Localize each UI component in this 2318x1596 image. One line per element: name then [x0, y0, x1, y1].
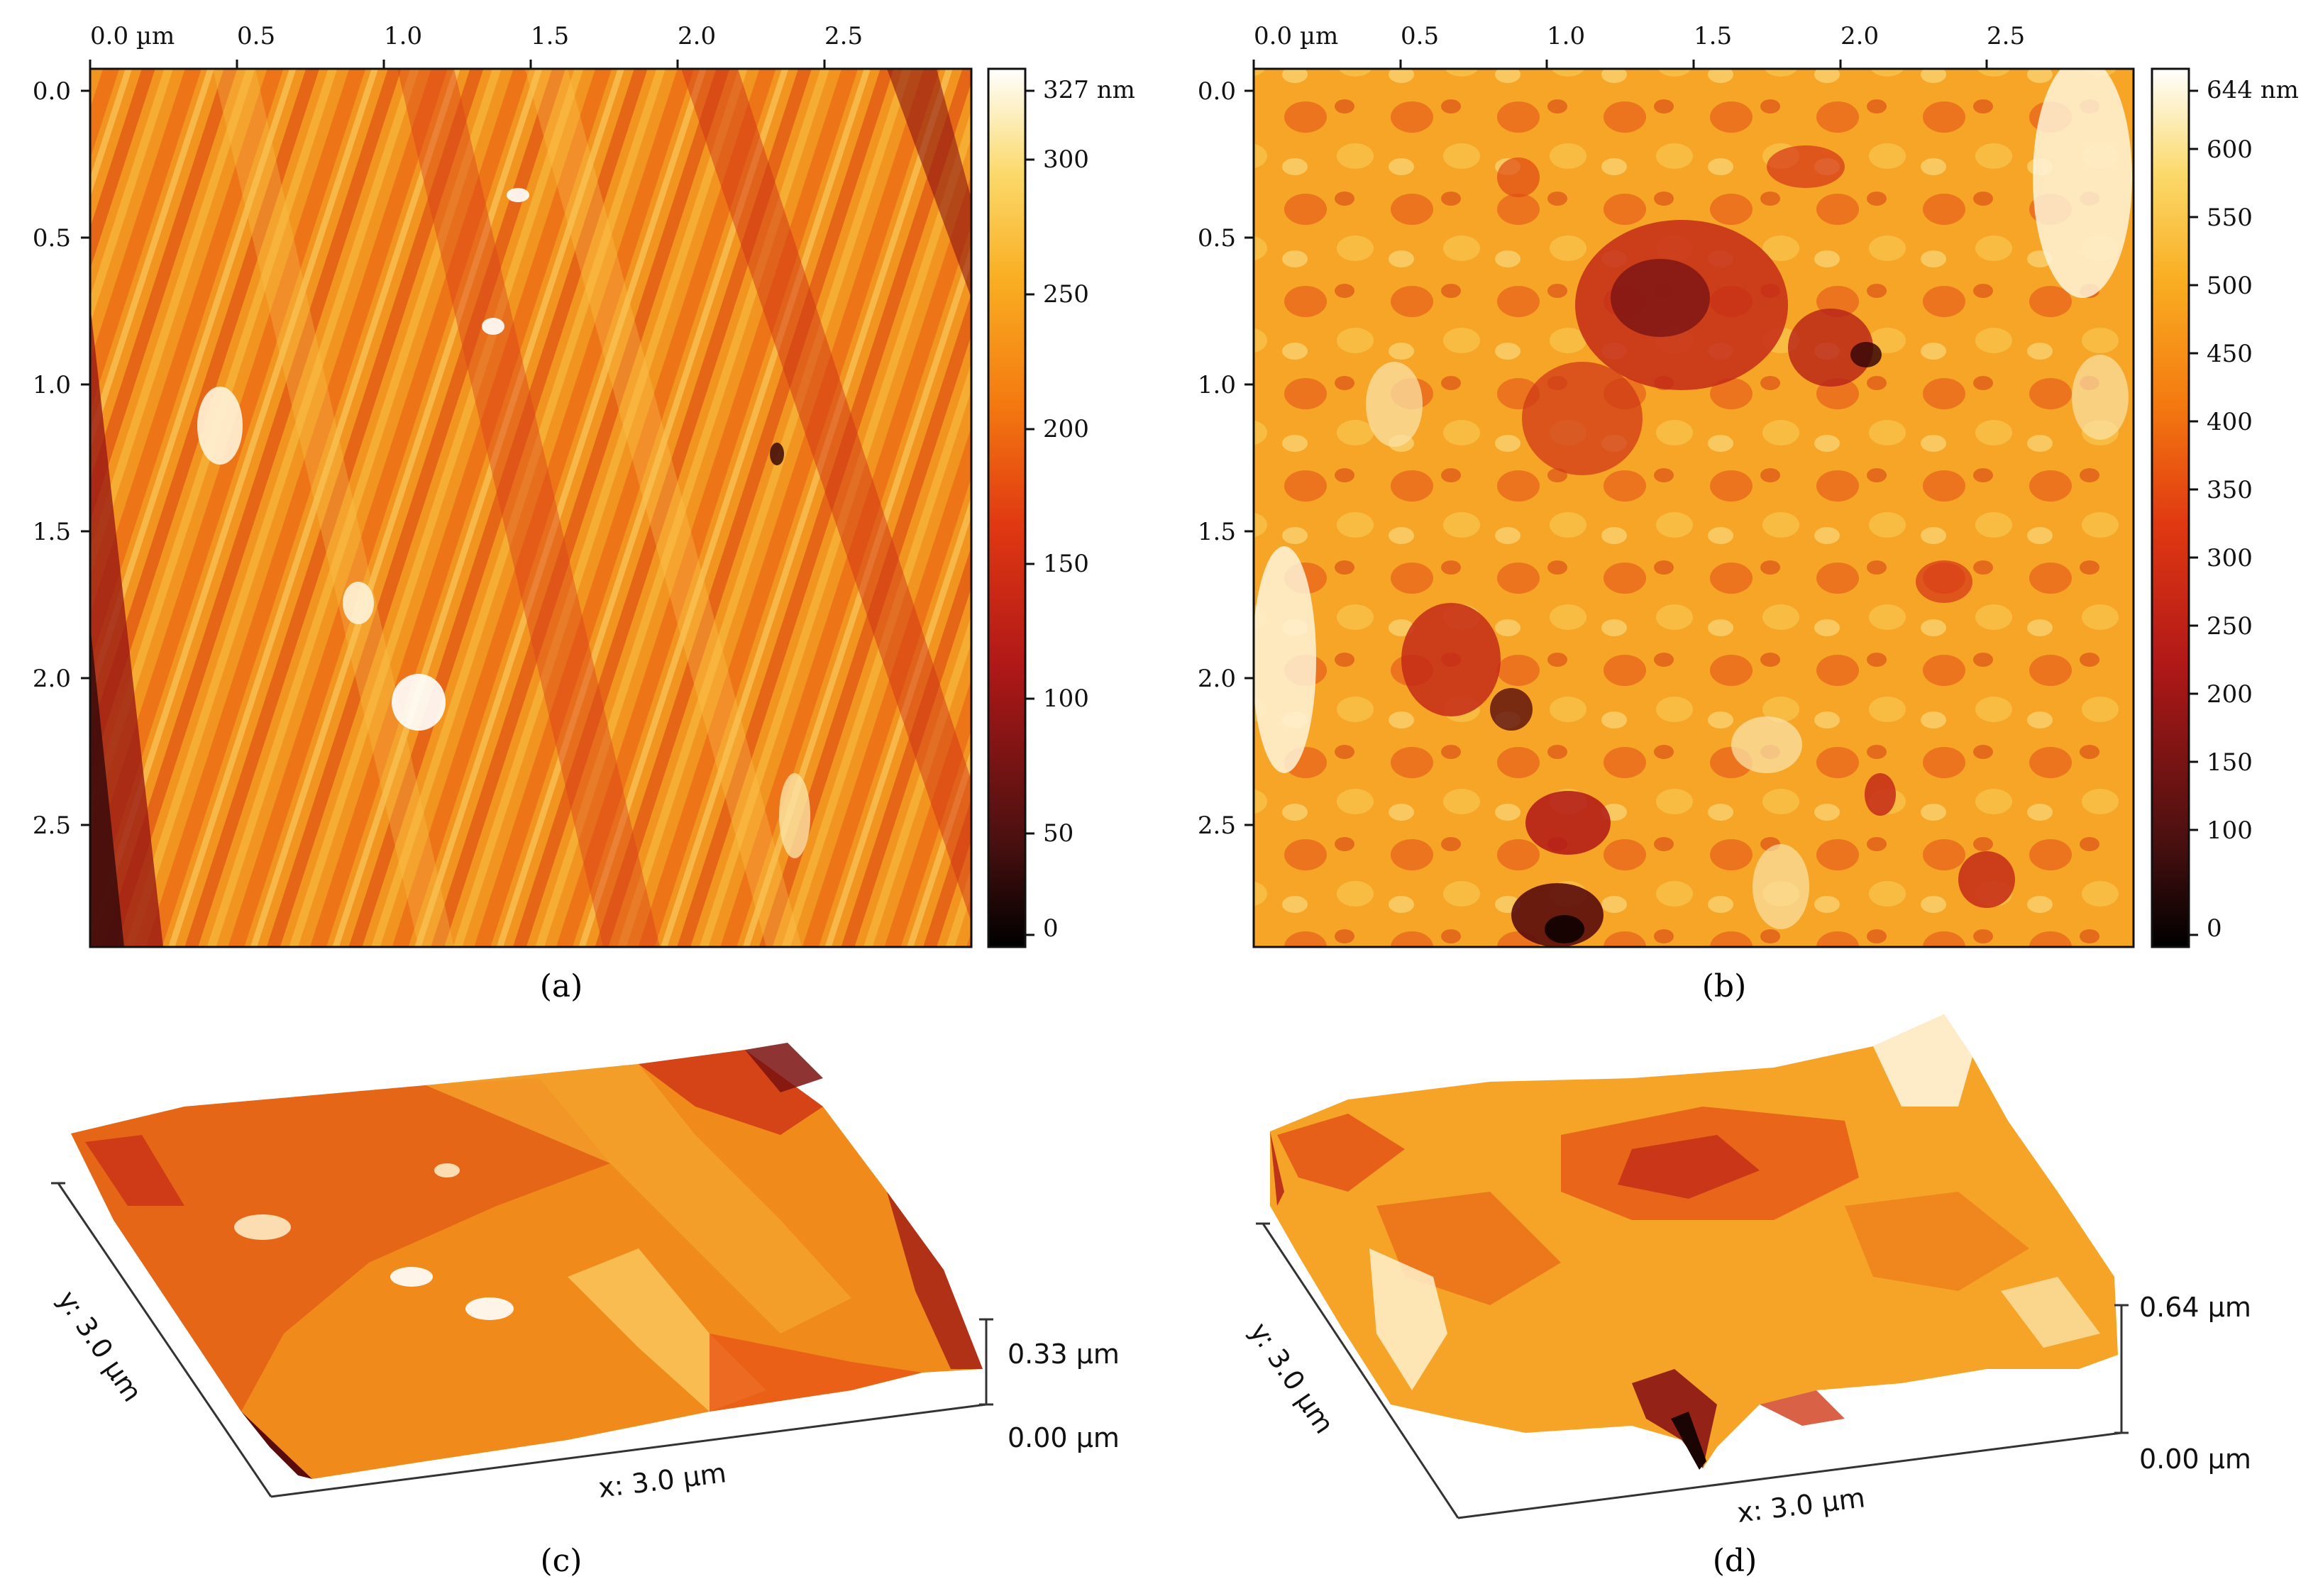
- surface-3d-d: [1270, 1014, 2118, 1470]
- x-tick-label: 1.0: [1547, 22, 1585, 50]
- afm-height-map-a: [90, 69, 971, 947]
- x-tick-label: 2.5: [1987, 22, 2025, 50]
- y-tick-label: 0.0: [33, 77, 71, 106]
- panel-c: y: 3.0 µm x: 3.0 µm 0.33 µm 0.00 µm (c): [51, 1043, 1120, 1579]
- z-axis-top-label-c: 0.33 µm: [1008, 1339, 1120, 1370]
- colorbar-tick-label: 200: [2207, 680, 2253, 709]
- colorbar-tick-label: 150: [2207, 748, 2253, 777]
- colorbar-tick-label: 250: [1043, 280, 1089, 309]
- colorbar-tick-label: 0: [2207, 914, 2222, 943]
- afm-height-map-b: [1254, 69, 2134, 947]
- colorbar-tick-label: 300: [1043, 145, 1089, 174]
- x-axis-b: 0.0 µm 0.5 1.0 1.5 2.0 2.5: [1252, 22, 2025, 69]
- caption-d: (d): [1713, 1543, 1757, 1579]
- z-axis-bottom-label-d: 0.00 µm: [2139, 1443, 2251, 1475]
- colorbar-tick-label: 200: [1043, 415, 1089, 443]
- colorbar-tick-label: 450: [2207, 340, 2253, 368]
- x-tick-label: 2.5: [824, 22, 863, 50]
- colorbar-tick-label: 644 nm: [2207, 76, 2299, 104]
- x-tick-label: 0.0 µm: [1254, 22, 1338, 50]
- x-tick-label: 1.5: [1694, 22, 1732, 50]
- colorbar-tick-label: 550: [2207, 204, 2253, 232]
- x-tick-label: 2.0: [1840, 22, 1879, 50]
- colorbar-tick-label: 300: [2207, 544, 2253, 572]
- colorbar-tick-label: 250: [2207, 612, 2253, 641]
- axes-3d-c: [51, 1182, 993, 1498]
- panel-d: y: 3.0 µm x: 3.0 µm 0.64 µm 0.00 µm (d): [1244, 1014, 2251, 1579]
- caption-c: (c): [541, 1543, 583, 1579]
- panel-b: 0.0 µm 0.5 1.0 1.5 2.0 2.5 0.0 0.5 1.0 1…: [1198, 22, 2299, 1004]
- colorbar-b: 644 nm 600 550 500 450 400 350 300 250 2…: [2151, 67, 2299, 948]
- colorbar-tick-label: 100: [2207, 816, 2253, 845]
- colorbar-tick-label: 50: [1043, 819, 1074, 848]
- z-axis-bottom-label-c: 0.00 µm: [1008, 1422, 1120, 1453]
- caption-b: (b): [1702, 968, 1747, 1004]
- colorbar-tick-label: 500: [2207, 272, 2253, 300]
- x-tick-label: 0.5: [1401, 22, 1439, 50]
- x-axis-label-c: x: 3.0 µm: [597, 1457, 728, 1504]
- colorbar-tick-label: 150: [1043, 550, 1089, 578]
- surface-3d-c: [71, 1043, 983, 1479]
- panel-a: 0.0 µm 0.5 1.0 1.5 2.0 2.5 0.0 0.5 1.0 1…: [33, 22, 1135, 1004]
- y-tick-label: 2.0: [33, 665, 71, 693]
- y-tick-label: 1.5: [33, 518, 71, 546]
- colorbar-tick-label: 400: [2207, 408, 2253, 436]
- y-tick-label: 2.5: [1198, 811, 1236, 840]
- x-tick-label: 2.0: [678, 22, 716, 50]
- axes-3d-d: [1256, 1222, 2129, 1519]
- colorbar-a: 327 nm 300 250 200 150 100 50 0: [987, 67, 1135, 948]
- colorbar-tick-label: 350: [2207, 476, 2253, 504]
- y-tick-label: 1.0: [1198, 371, 1236, 399]
- y-tick-label: 0.5: [1198, 224, 1236, 253]
- colorbar-tick-label: 600: [2207, 135, 2253, 164]
- x-tick-label: 1.0: [384, 22, 422, 50]
- y-tick-label: 2.5: [33, 811, 71, 840]
- colorbar-tick-label: 327 nm: [1043, 76, 1135, 104]
- x-tick-label: 0.0 µm: [90, 22, 175, 50]
- colorbar-tick-label: 0: [1043, 914, 1059, 943]
- y-tick-label: 1.0: [33, 371, 71, 399]
- y-axis-b: 0.0 0.5 1.0 1.5 2.0 2.5: [1198, 77, 1254, 840]
- x-axis-label-d: x: 3.0 µm: [1735, 1482, 1867, 1529]
- x-tick-label: 1.5: [531, 22, 569, 50]
- y-tick-label: 2.0: [1198, 665, 1236, 693]
- x-tick-label: 0.5: [237, 22, 275, 50]
- z-axis-top-label-d: 0.64 µm: [2139, 1292, 2251, 1323]
- x-axis-a: 0.0 µm 0.5 1.0 1.5 2.0 2.5: [89, 22, 863, 69]
- colorbar-tick-label: 100: [1043, 685, 1089, 713]
- caption-a: (a): [540, 968, 583, 1004]
- y-axis-label-d: y: 3.0 µm: [1244, 1317, 1340, 1439]
- y-tick-label: 1.5: [1198, 518, 1236, 546]
- y-axis-label-c: y: 3.0 µm: [52, 1285, 148, 1407]
- y-tick-label: 0.5: [33, 224, 71, 253]
- y-tick-label: 0.0: [1198, 77, 1236, 106]
- y-axis-a: 0.0 0.5 1.0 1.5 2.0 2.5: [33, 77, 90, 840]
